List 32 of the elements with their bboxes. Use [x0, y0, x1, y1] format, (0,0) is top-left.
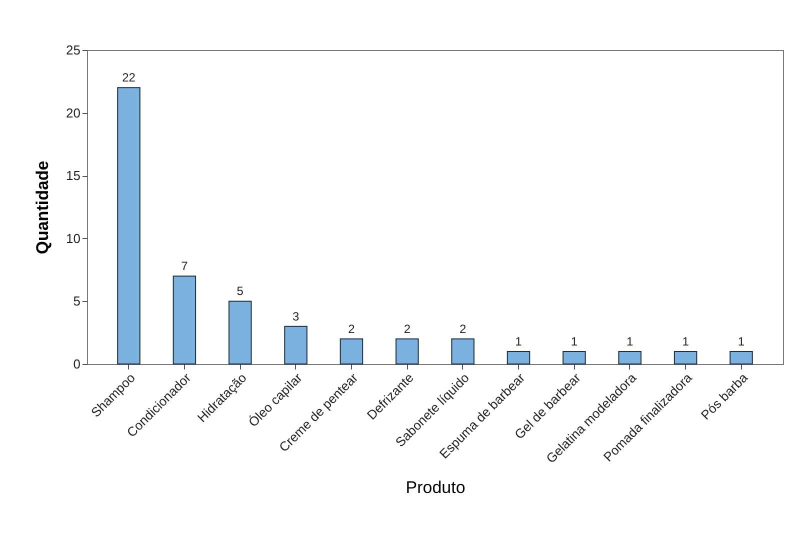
y-tick-label: 20 [66, 105, 80, 120]
bar [117, 87, 140, 364]
data-label: 1 [682, 334, 690, 348]
data-label: 22 [122, 70, 136, 85]
y-tick-label: 25 [66, 42, 80, 58]
data-label: 2 [404, 322, 411, 336]
bar [284, 326, 308, 364]
data-label: 1 [570, 334, 578, 348]
data-label: 1 [515, 334, 522, 348]
bar [451, 338, 474, 364]
y-tick-label: 10 [66, 230, 80, 246]
bar [618, 350, 642, 364]
bar [340, 338, 364, 364]
data-label: 2 [348, 322, 356, 336]
data-label: 3 [292, 309, 300, 324]
bar [228, 300, 252, 364]
data-label: 2 [459, 322, 466, 336]
bar [396, 338, 419, 364]
data-label: 1 [626, 334, 634, 348]
data-label: 7 [181, 259, 188, 274]
y-tick-label: 0 [73, 356, 80, 372]
data-label: 5 [236, 284, 244, 298]
y-axis-title: Quantidade [33, 160, 52, 254]
bar [730, 350, 753, 364]
data-label: 1 [738, 334, 745, 348]
x-axis-title: Produto [406, 478, 466, 498]
bar [172, 276, 196, 364]
y-tick-label: 5 [73, 294, 80, 309]
y-tick-label: 15 [66, 168, 80, 184]
bar [506, 350, 530, 364]
bar [562, 350, 586, 364]
bar [674, 350, 698, 364]
